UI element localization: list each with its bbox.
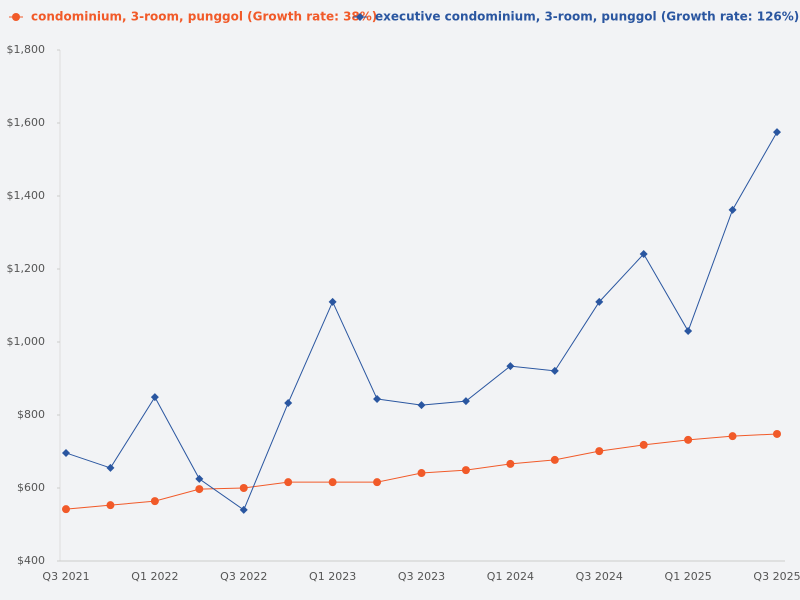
series-line bbox=[65, 131, 778, 511]
x-tick-label: Q1 2023 bbox=[309, 570, 356, 583]
y-tick-label: $1,000 bbox=[7, 335, 46, 348]
data-point bbox=[328, 297, 337, 306]
y-tick-label: $1,200 bbox=[7, 262, 46, 275]
y-tick-label: $1,400 bbox=[7, 189, 46, 202]
data-point bbox=[106, 463, 115, 472]
legend-marker bbox=[356, 13, 364, 21]
data-point bbox=[506, 459, 515, 468]
data-point bbox=[62, 448, 70, 457]
data-point bbox=[417, 401, 426, 410]
data-point bbox=[639, 440, 648, 449]
data-point bbox=[328, 478, 337, 487]
data-point bbox=[773, 128, 781, 137]
data-point bbox=[239, 484, 248, 492]
data-point bbox=[417, 469, 426, 478]
data-point bbox=[639, 250, 648, 259]
data-point bbox=[150, 393, 159, 402]
data-point bbox=[728, 205, 737, 214]
data-point bbox=[62, 505, 70, 514]
y-tick-label: $600 bbox=[17, 481, 45, 494]
data-point bbox=[684, 435, 693, 444]
data-point bbox=[373, 394, 382, 403]
data-point bbox=[595, 447, 604, 456]
y-tick-label: $800 bbox=[17, 408, 45, 421]
data-point bbox=[550, 455, 559, 464]
x-tick-label: Q3 2022 bbox=[220, 570, 267, 583]
data-point bbox=[195, 474, 204, 483]
data-point bbox=[239, 505, 248, 514]
data-point bbox=[373, 478, 382, 487]
data-point bbox=[284, 478, 293, 487]
data-point bbox=[728, 432, 737, 441]
x-tick-label: Q1 2025 bbox=[665, 570, 712, 583]
data-point bbox=[106, 501, 115, 510]
data-point bbox=[284, 398, 293, 407]
data-point bbox=[150, 497, 159, 506]
x-tick-label: Q1 2024 bbox=[487, 570, 534, 583]
y-tick-label: $400 bbox=[17, 554, 45, 567]
y-tick-label: $1,600 bbox=[7, 116, 46, 129]
legend-marker bbox=[12, 13, 20, 21]
legend-label: condominium, 3-room, punggol (Growth rat… bbox=[31, 10, 377, 24]
legend-label: executive condominium, 3-room, punggol (… bbox=[375, 10, 799, 24]
x-tick-label: Q3 2023 bbox=[398, 570, 445, 583]
data-point bbox=[461, 397, 470, 406]
data-point bbox=[550, 366, 559, 375]
data-point bbox=[773, 429, 781, 438]
data-point bbox=[461, 466, 470, 475]
x-tick-label: Q1 2022 bbox=[131, 570, 178, 583]
x-tick-label: Q3 2021 bbox=[42, 570, 89, 583]
data-point bbox=[195, 485, 204, 494]
y-tick-label: $1,800 bbox=[7, 43, 46, 56]
x-tick-label: Q3 2024 bbox=[576, 570, 623, 583]
x-tick-label: Q3 2025 bbox=[753, 570, 800, 583]
data-point bbox=[595, 297, 604, 306]
data-point bbox=[684, 327, 693, 336]
data-point bbox=[506, 362, 515, 371]
